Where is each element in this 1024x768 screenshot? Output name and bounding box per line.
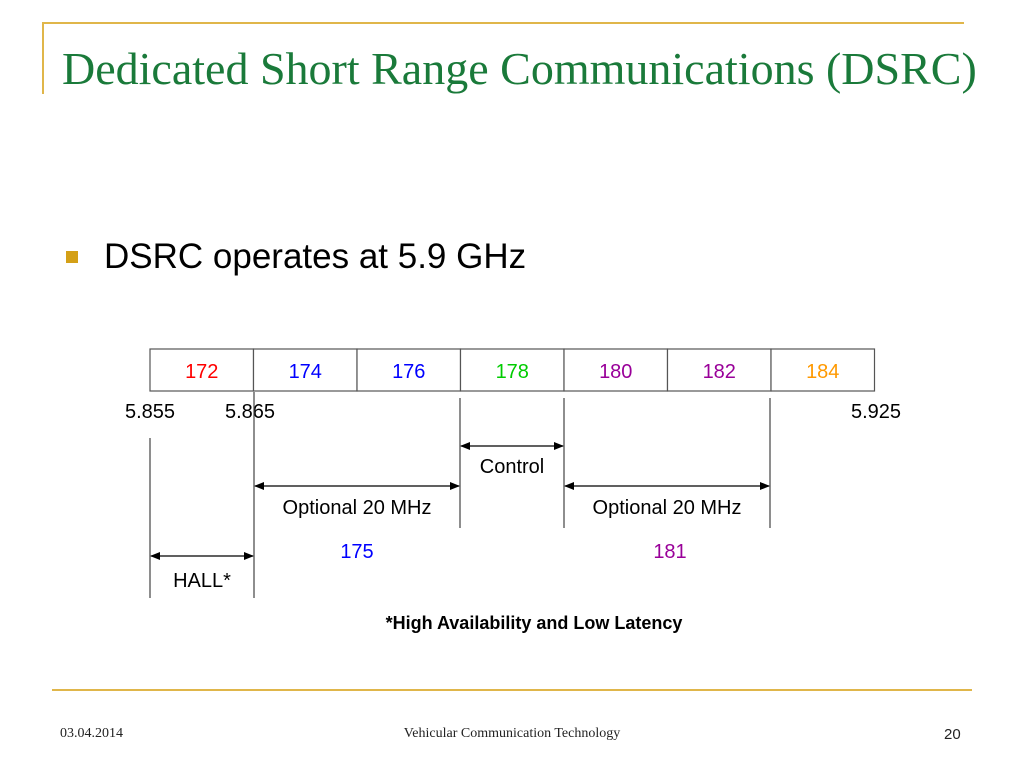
channel-label-174: 174 bbox=[289, 361, 322, 383]
channel-label-172: 172 bbox=[185, 361, 218, 383]
channel-label-178: 178 bbox=[496, 361, 529, 383]
left-rule bbox=[42, 22, 44, 94]
control-label: Control bbox=[480, 456, 544, 478]
optional-right-label: Optional 20 MHz bbox=[593, 497, 742, 519]
bullet-item: DSRC operates at 5.9 GHz bbox=[62, 232, 526, 282]
footer-rule bbox=[52, 689, 972, 691]
page-number: 20 bbox=[944, 726, 961, 743]
channel-label-176: 176 bbox=[392, 361, 425, 383]
channel-row: 172 174 176 178 180 182 184 bbox=[149, 348, 876, 392]
footer-date: 03.04.2014 bbox=[60, 726, 123, 741]
slide-title: Dedicated Short Range Communications (DS… bbox=[62, 43, 977, 94]
channel-label-184: 184 bbox=[806, 361, 839, 383]
channel-cell-174 bbox=[252, 348, 358, 392]
combined-channel-181: 181 bbox=[653, 541, 686, 563]
bullet-square-icon bbox=[66, 251, 78, 263]
footer-title: Vehicular Communication Technology bbox=[403, 726, 621, 741]
hall-label: HALL* bbox=[173, 570, 231, 592]
channel-cell-184 bbox=[770, 348, 876, 392]
freq-label-right: 5.925 bbox=[851, 401, 901, 423]
freq-label-left: 5.855 bbox=[125, 401, 175, 423]
channel-cell-180 bbox=[563, 348, 669, 392]
channel-cell-176 bbox=[356, 348, 462, 392]
optional-left-label: Optional 20 MHz bbox=[283, 497, 432, 519]
footnote: *High Availability and Low Latency bbox=[386, 613, 683, 633]
channel-label-180: 180 bbox=[599, 361, 632, 383]
top-rule bbox=[42, 22, 964, 24]
channel-label-182: 182 bbox=[703, 361, 736, 383]
bullet-text: DSRC operates at 5.9 GHz bbox=[104, 237, 527, 276]
channel-cell-172 bbox=[149, 348, 255, 392]
combined-channel-175: 175 bbox=[340, 541, 373, 563]
freq-label-second: 5.865 bbox=[225, 401, 275, 423]
